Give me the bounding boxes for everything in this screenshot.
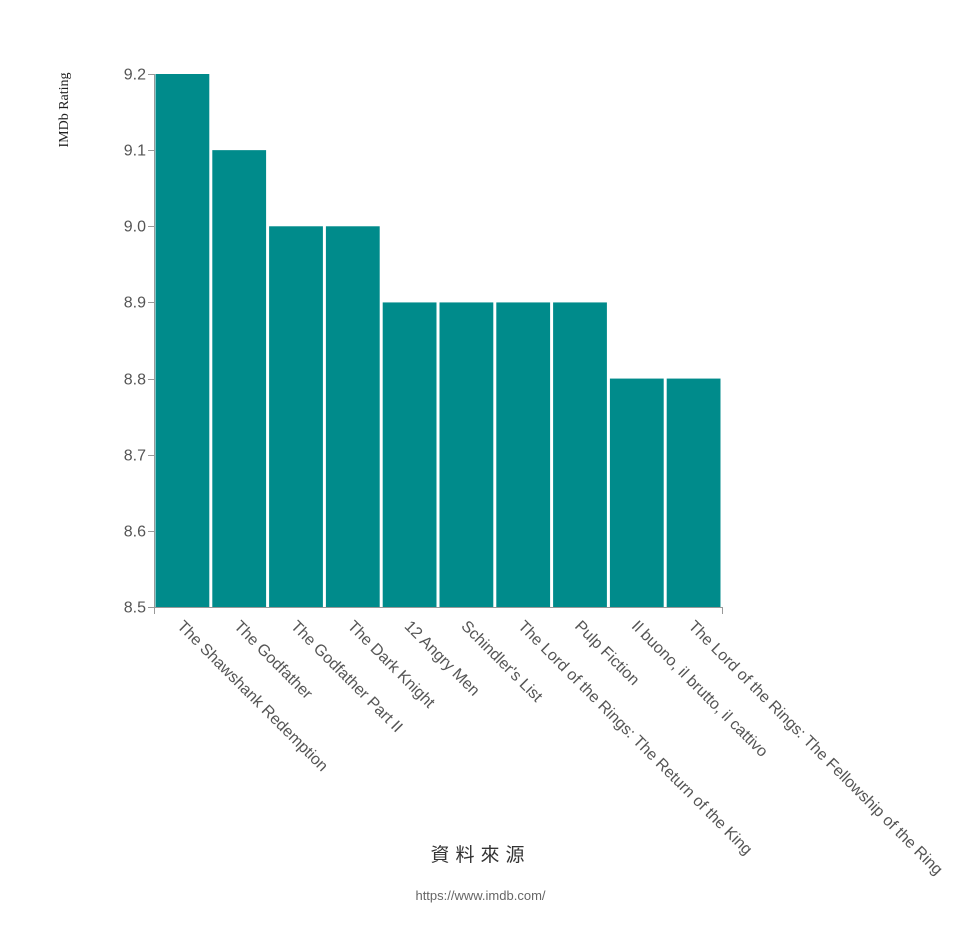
y-axis-line (148, 74, 155, 608)
y-tick-label: 9.0 (124, 219, 146, 236)
y-axis: 8.5 8.6 8.7 8.8 8.9 9.0 9.1 9.2 (124, 67, 155, 617)
bar-5 (382, 302, 437, 607)
source-url: https://www.imdb.com/ (415, 888, 546, 903)
x-tick-label: The Godfather Part II (287, 618, 405, 736)
y-tick-label: 9.1 (124, 143, 146, 160)
bar-2 (212, 150, 267, 607)
x-axis-line (154, 607, 723, 614)
bar-4 (325, 226, 380, 608)
y-tick-label: 9.2 (124, 67, 146, 84)
y-tick-label: 8.9 (124, 295, 146, 312)
source-title: 資料來源 (430, 844, 531, 866)
y-tick-label: 8.5 (124, 600, 146, 617)
bar-8 (553, 302, 607, 607)
y-tick-label: 8.6 (124, 524, 146, 541)
bars-group (155, 74, 721, 608)
bar-6 (439, 302, 494, 607)
bar-1 (155, 74, 210, 607)
y-axis-label: IMDb Rating (57, 72, 72, 147)
bar-7 (496, 302, 551, 607)
y-tick-label: 8.8 (124, 372, 146, 389)
bar-10 (666, 378, 721, 607)
bar-3 (269, 226, 323, 608)
y-tick-label: 8.7 (124, 448, 146, 465)
bar-9 (609, 378, 664, 607)
